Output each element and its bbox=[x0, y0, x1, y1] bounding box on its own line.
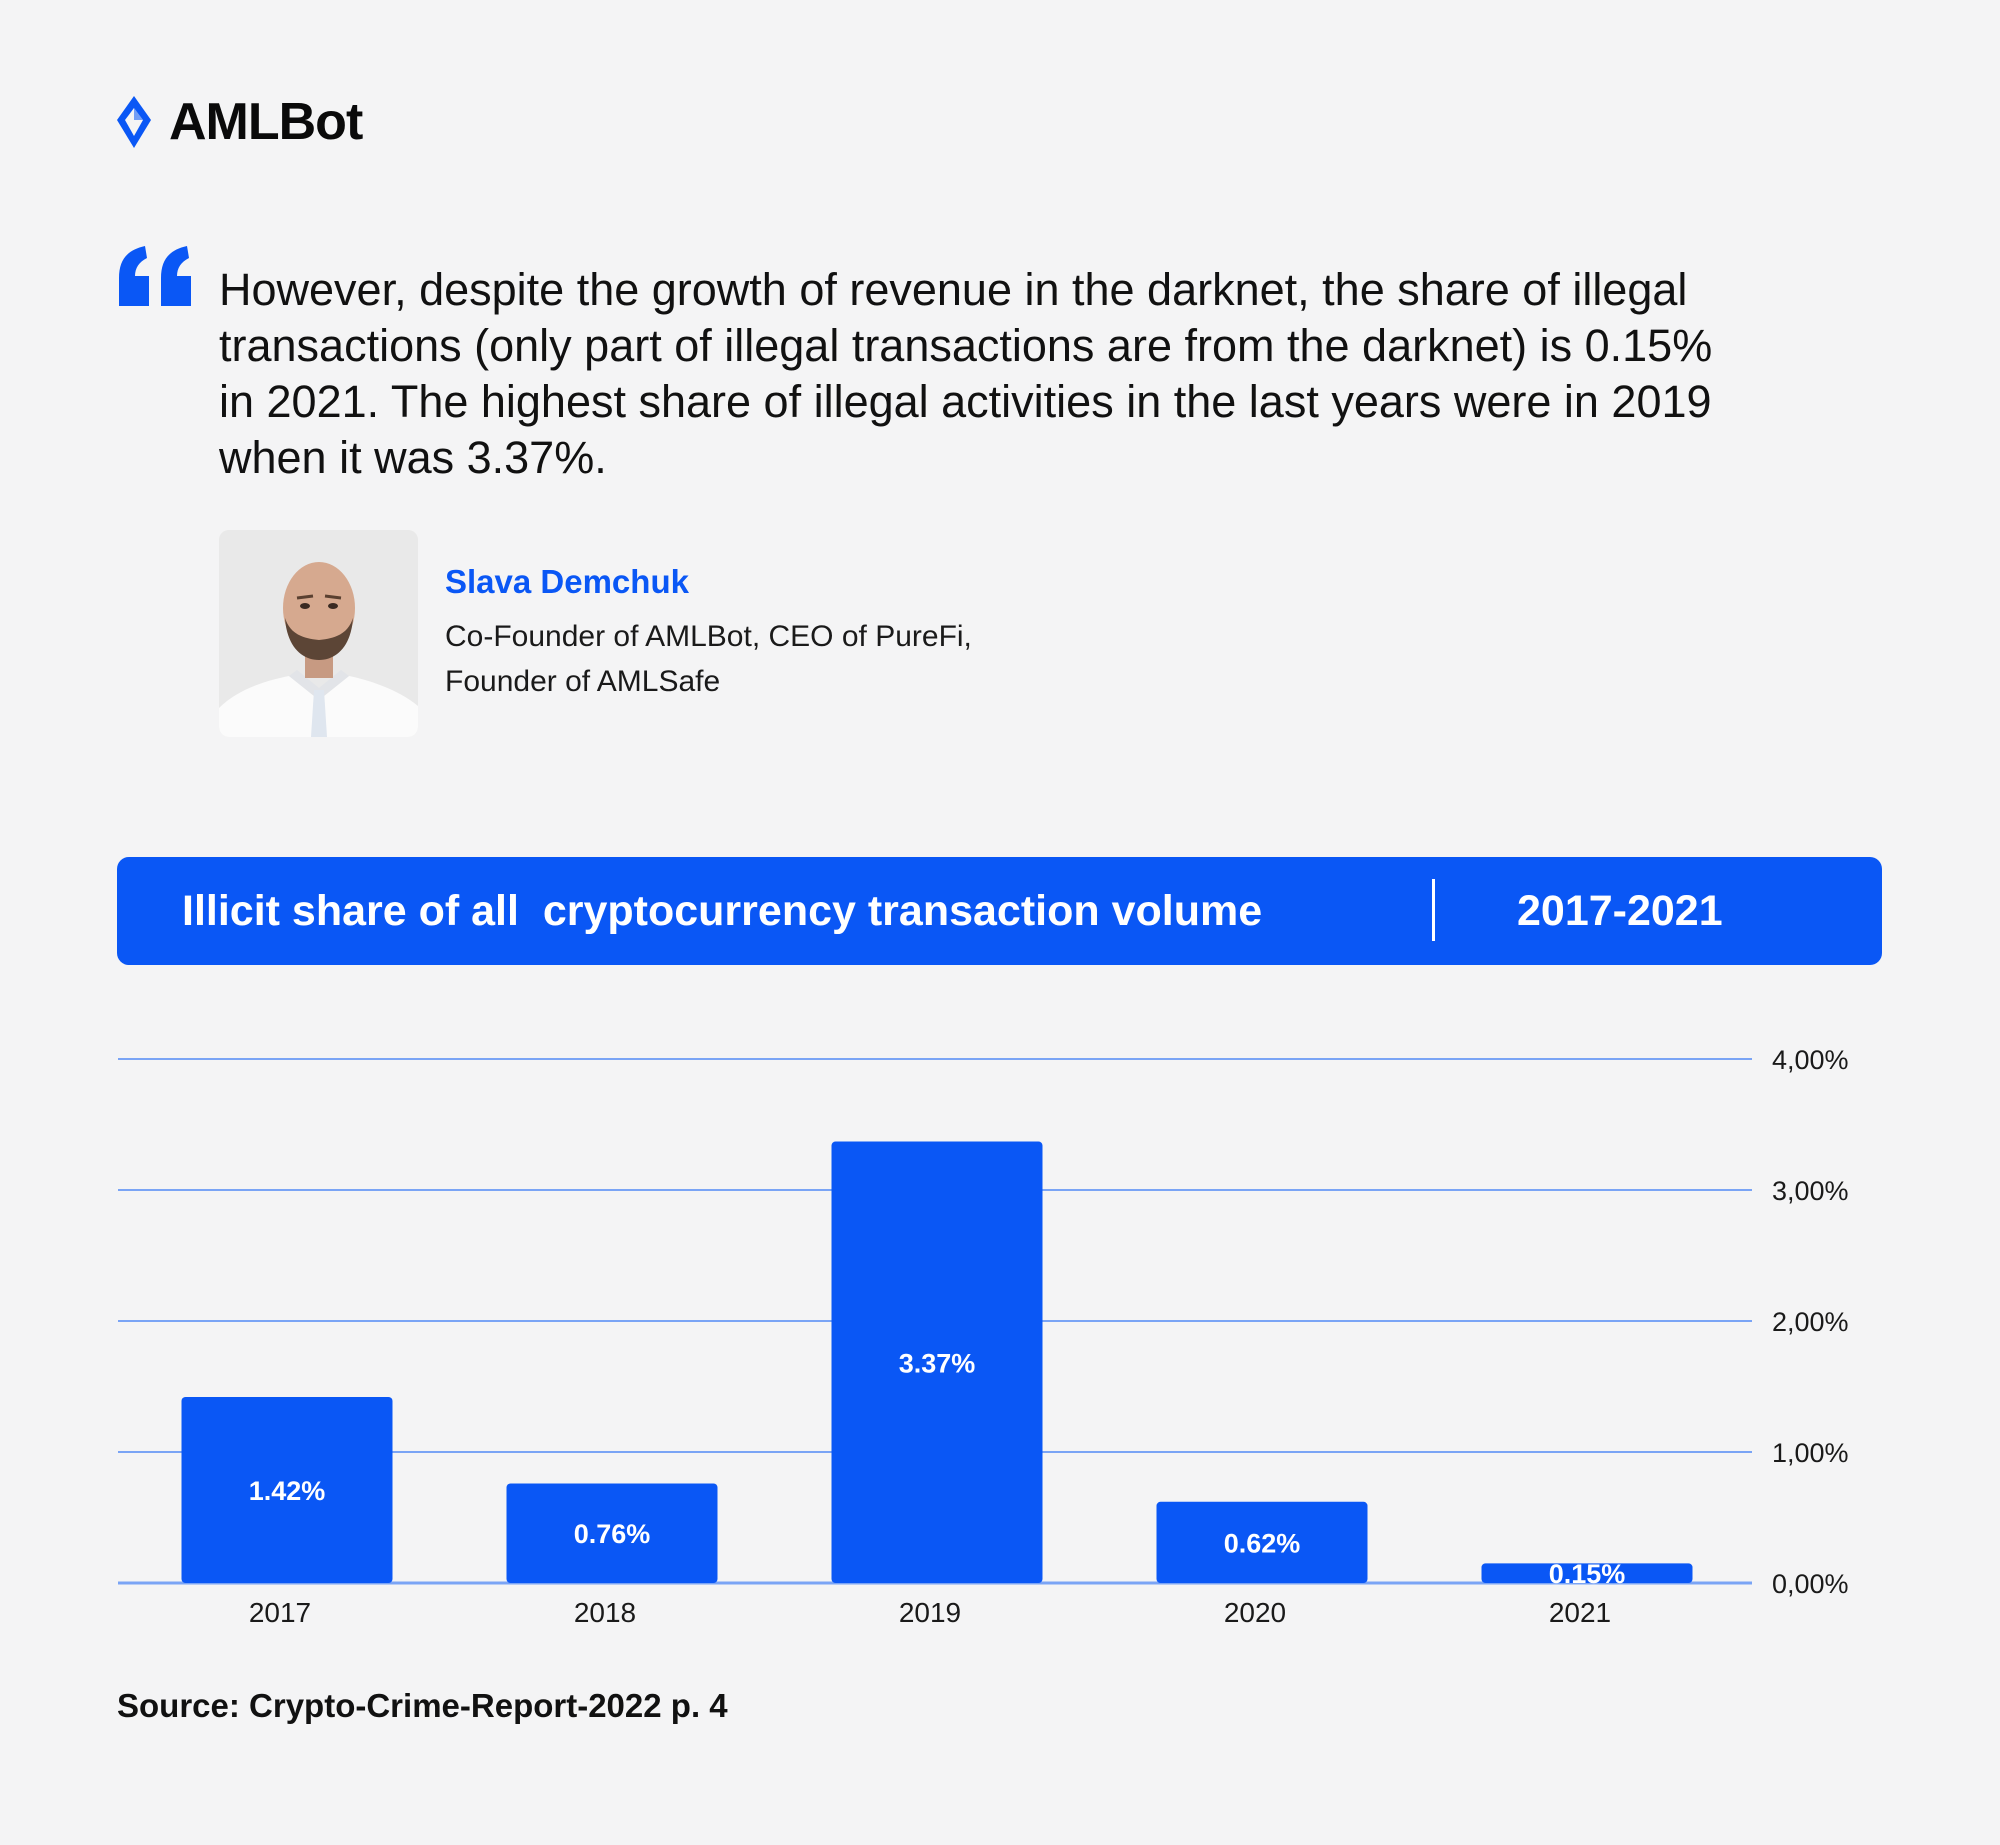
quote-mark-icon bbox=[119, 246, 191, 306]
source-note: Source: Crypto-Crime-Report-2022 p. 4 bbox=[117, 1687, 728, 1724]
chart-header: Illicit share of all cryptocurrency tran… bbox=[117, 857, 1882, 965]
brand-logo: AMLBot bbox=[115, 92, 363, 152]
author-photo bbox=[219, 530, 418, 737]
diamond-logo-icon bbox=[117, 96, 151, 148]
quote-text: However, despite the growth of revenue i… bbox=[219, 262, 1919, 486]
quote-line: when it was 3.37%. bbox=[219, 432, 607, 483]
y-tick-label: 2,00% bbox=[1772, 1307, 1849, 1337]
labels: 0,00% 1,00% 2,00% 3,00% 4,00% 1.42% 2017 0.76% 2… bbox=[249, 1045, 1849, 1628]
bar-value-label: 0.15% bbox=[1549, 1559, 1626, 1589]
header-divider bbox=[1432, 879, 1435, 941]
chart-title: Illicit share of all cryptocurrency tran… bbox=[182, 887, 1263, 935]
author-role-line: Co-Founder of AMLBot, CEO of PureFi, bbox=[445, 620, 972, 653]
bar-2017 bbox=[181, 1396, 393, 1583]
bars bbox=[181, 1141, 1693, 1583]
author-portrait bbox=[219, 530, 418, 737]
bar-value-label: 3.37% bbox=[899, 1348, 976, 1378]
y-tick-label: 3,00% bbox=[1772, 1176, 1849, 1206]
brand-name: AMLBot bbox=[169, 93, 363, 151]
author-name: Slava Demchuk bbox=[445, 563, 689, 600]
author-role-line: Founder of AMLSafe bbox=[445, 665, 721, 698]
quote-line: transactions (only part of illegal trans… bbox=[219, 320, 1713, 371]
y-tick-label: 0,00% bbox=[1772, 1569, 1849, 1599]
bar-2021 bbox=[1481, 1563, 1693, 1583]
bar-2018 bbox=[506, 1483, 718, 1583]
x-tick-label: 2018 bbox=[574, 1597, 636, 1628]
chart-period: 2017-2021 bbox=[1517, 887, 1723, 935]
bar-2020 bbox=[1156, 1501, 1368, 1583]
x-tick-label: 2019 bbox=[899, 1597, 961, 1628]
quote-line: However, despite the growth of revenue i… bbox=[219, 264, 1688, 315]
y-tick-label: 4,00% bbox=[1772, 1045, 1849, 1075]
bar-2019 bbox=[831, 1141, 1043, 1583]
x-tick-label: 2021 bbox=[1549, 1597, 1611, 1628]
x-tick-label: 2020 bbox=[1224, 1597, 1286, 1628]
y-tick-label: 1,00% bbox=[1772, 1438, 1849, 1468]
bar-value-label: 0.76% bbox=[574, 1519, 651, 1549]
bar-value-label: 0.62% bbox=[1224, 1528, 1301, 1558]
quote-line: in 2021. The highest share of illegal ac… bbox=[219, 376, 1712, 427]
x-tick-label: 2017 bbox=[249, 1597, 311, 1628]
bar-value-label: 1.42% bbox=[249, 1476, 326, 1506]
author-role: Co-Founder of AMLBot, CEO of PureFi, Fou… bbox=[445, 614, 972, 704]
